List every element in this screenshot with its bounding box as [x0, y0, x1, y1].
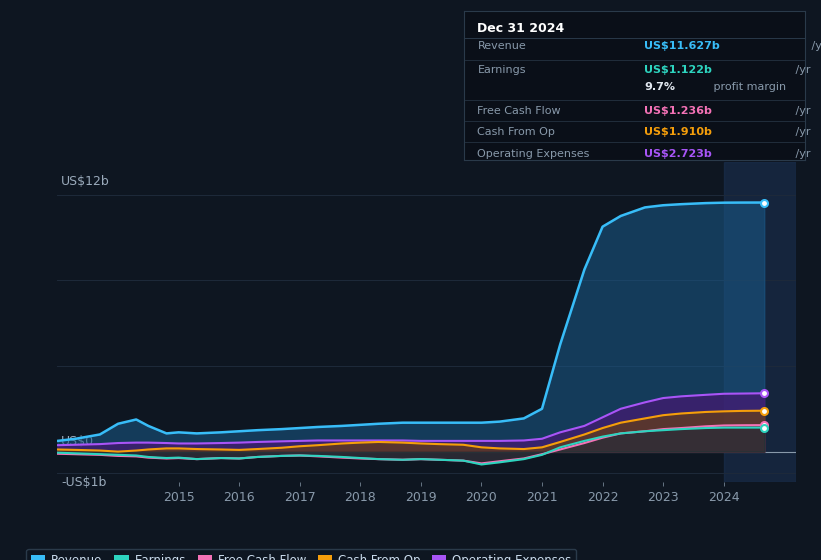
Bar — [723, 162, 796, 482]
Text: /yr: /yr — [791, 149, 810, 159]
Text: US$1.122b: US$1.122b — [644, 64, 713, 74]
Text: profit margin: profit margin — [710, 82, 786, 92]
Text: 9.7%: 9.7% — [644, 82, 676, 92]
Text: -US$1b: -US$1b — [62, 476, 107, 489]
Text: US$11.627b: US$11.627b — [644, 41, 720, 51]
Text: US$2.723b: US$2.723b — [644, 149, 712, 159]
Text: Free Cash Flow: Free Cash Flow — [478, 106, 561, 116]
Text: Earnings: Earnings — [478, 64, 526, 74]
Text: US$1.236b: US$1.236b — [644, 106, 713, 116]
Text: Revenue: Revenue — [478, 41, 526, 51]
Text: Dec 31 2024: Dec 31 2024 — [478, 22, 565, 35]
Text: /yr: /yr — [791, 127, 810, 137]
Text: US$12b: US$12b — [62, 175, 110, 188]
Legend: Revenue, Earnings, Free Cash Flow, Cash From Op, Operating Expenses: Revenue, Earnings, Free Cash Flow, Cash … — [26, 549, 576, 560]
Text: /yr: /yr — [791, 64, 810, 74]
Text: US$1.910b: US$1.910b — [644, 127, 713, 137]
Text: /yr: /yr — [791, 106, 810, 116]
Text: Cash From Op: Cash From Op — [478, 127, 555, 137]
Text: Operating Expenses: Operating Expenses — [478, 149, 589, 159]
Text: US$0: US$0 — [62, 436, 94, 449]
Text: /yr: /yr — [808, 41, 821, 51]
